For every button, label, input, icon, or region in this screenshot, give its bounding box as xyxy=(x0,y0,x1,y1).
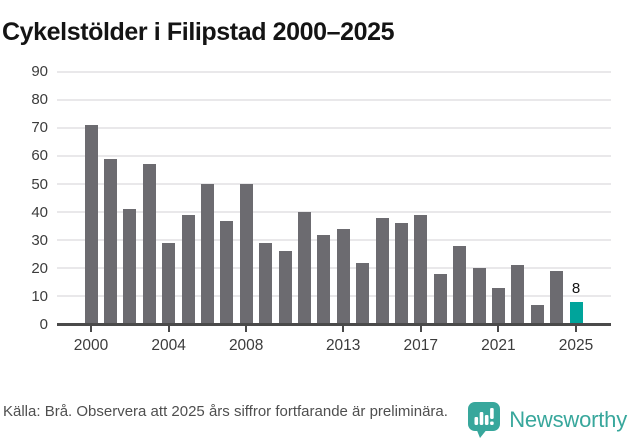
x-tick-2025 xyxy=(575,326,577,332)
newsworthy-bubble-chart-icon xyxy=(467,401,501,439)
bar-2009 xyxy=(259,243,273,325)
x-tick-2013 xyxy=(342,326,345,332)
y-axis-tick-label: 10 xyxy=(31,287,48,305)
y-axis-tick-label: 70 xyxy=(31,119,48,137)
bar-2013 xyxy=(336,228,350,325)
bar-2014 xyxy=(356,262,370,325)
y-axis-tick-label: 40 xyxy=(31,203,48,221)
bar-2022 xyxy=(511,265,525,325)
source-note: Källa: Brå. Observera att 2025 års siffr… xyxy=(3,403,448,420)
bar-2008 xyxy=(239,184,253,325)
x-axis-year-label: 2025 xyxy=(558,336,594,354)
x-tick-2017 xyxy=(419,326,422,332)
bar-2018 xyxy=(433,273,447,325)
gridline-70 xyxy=(57,126,611,129)
gridline-90 xyxy=(57,70,611,73)
gridline-20 xyxy=(57,267,611,270)
bar-2012 xyxy=(317,234,331,325)
bar-2007 xyxy=(220,220,234,325)
x-tick-2004 xyxy=(167,326,170,332)
x-axis-year-label: 2021 xyxy=(481,336,516,354)
gridline-80 xyxy=(57,98,611,101)
y-axis-tick-label: 20 xyxy=(31,259,48,277)
bar-2020 xyxy=(472,268,486,325)
gridline-10 xyxy=(57,295,611,298)
bar-2025 xyxy=(569,302,583,325)
y-axis-tick-label: 50 xyxy=(31,175,48,193)
plot-area: 0 10 20 30 40 50 60 70 80 90 2000 2004 2008 2013 2017 2… xyxy=(31,63,611,354)
x-tick-2000 xyxy=(90,326,92,332)
x-tick-2021 xyxy=(497,326,500,332)
bar-2002 xyxy=(123,209,137,325)
bar-2016 xyxy=(394,223,408,325)
y-axis-tick-label: 30 xyxy=(31,231,48,249)
brand-name: Newsworthy xyxy=(509,407,627,432)
bar-2024 xyxy=(550,271,564,325)
gridline-60 xyxy=(57,154,611,157)
y-axis-tick-label: 0 xyxy=(39,316,48,333)
bar-2017 xyxy=(414,214,428,325)
x-axis-year-label: 2013 xyxy=(325,336,361,354)
bar-2001 xyxy=(103,158,117,325)
bar-2011 xyxy=(297,212,311,325)
x-axis-year-label: 2017 xyxy=(403,336,439,354)
y-axis-tick-label: 60 xyxy=(31,147,48,165)
bar-2023 xyxy=(530,304,544,325)
x-axis-year-label: 2008 xyxy=(228,336,264,354)
bar-2005 xyxy=(181,214,195,325)
gridline-30 xyxy=(57,239,611,242)
bar-2004 xyxy=(162,243,176,325)
bar-2019 xyxy=(453,245,467,325)
bar-2000 xyxy=(84,124,98,325)
y-axis-tick-label: 80 xyxy=(31,91,48,109)
newsworthy-logo-link[interactable]: Newsworthy xyxy=(467,401,627,439)
chart-title: Cykelstölder i Filipstad 2000–2025 xyxy=(2,17,395,46)
bar-2003 xyxy=(142,164,156,325)
x-tick-2008 xyxy=(245,326,248,332)
highlight-value-label: 8 xyxy=(571,280,581,298)
y-axis-tick-label: 90 xyxy=(31,63,48,81)
bar-2006 xyxy=(200,184,214,325)
bar-2021 xyxy=(491,287,505,325)
x-axis-year-label: 2004 xyxy=(151,336,186,354)
gridline-40 xyxy=(57,211,611,214)
bar-2015 xyxy=(375,217,389,325)
bar-2010 xyxy=(278,251,292,325)
x-axis-line xyxy=(57,323,611,326)
x-axis-year-label: 2000 xyxy=(73,336,109,354)
gridline-50 xyxy=(57,183,611,185)
